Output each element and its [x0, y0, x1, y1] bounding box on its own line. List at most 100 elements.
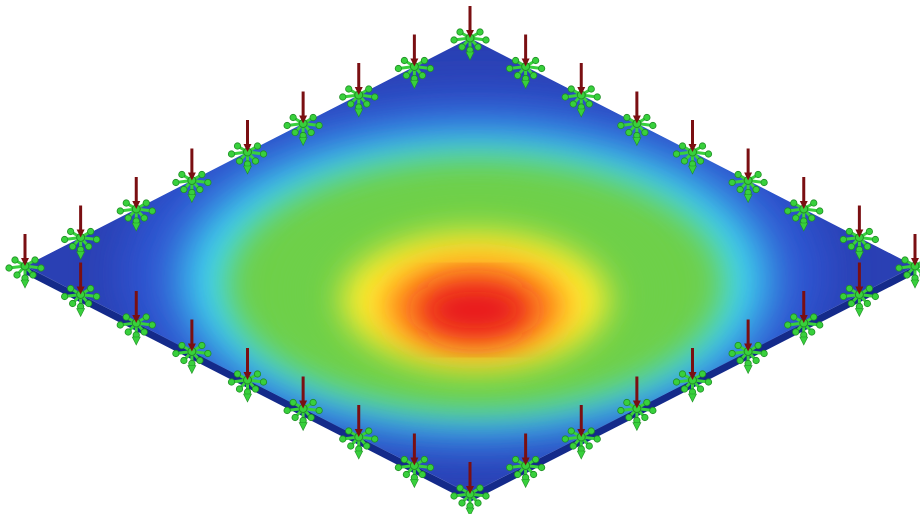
load-arrow: [299, 91, 308, 124]
constraint-node: [561, 435, 569, 443]
constraint-node: [259, 378, 268, 386]
constraint-node: [672, 150, 681, 158]
constraint-node: [482, 492, 490, 500]
constraint-node: [678, 142, 687, 150]
constraint-foot: [521, 80, 531, 90]
constraint-node: [736, 356, 744, 365]
constraint-node: [538, 463, 546, 472]
constraint-node: [476, 28, 484, 36]
load-arrow: [577, 63, 586, 95]
constraint-node: [283, 121, 291, 130]
constraint-foot: [743, 365, 753, 375]
constraint-node: [752, 185, 760, 194]
constraint-foot: [632, 422, 642, 432]
constraint-foot: [354, 450, 364, 460]
load-arrow-head: [577, 429, 586, 437]
load-arrow-head: [132, 201, 141, 209]
constraint-node: [792, 328, 800, 336]
constraint-glyph: [394, 455, 434, 489]
constraint-node: [85, 242, 93, 251]
constraint-node: [283, 406, 291, 415]
constraint-node: [402, 470, 410, 479]
load-arrow-head: [466, 30, 474, 38]
load-arrow: [243, 348, 252, 380]
constraint-node: [289, 113, 297, 122]
load-arrow: [911, 234, 919, 266]
load-arrow-head: [299, 115, 308, 124]
constraint-glyph: [672, 370, 713, 403]
constraint-glyph: [839, 284, 879, 318]
constraint-node: [567, 85, 575, 93]
constraint-node: [178, 170, 186, 179]
constraint-glyph: [728, 170, 768, 204]
load-arrow-head: [76, 229, 85, 238]
constraint-node: [172, 349, 180, 358]
load-arrow: [855, 262, 864, 295]
constraint-node: [61, 292, 69, 301]
load-arrow-head: [299, 400, 308, 409]
constraint-node: [623, 398, 631, 407]
constraint-node: [871, 292, 879, 301]
constraint-node: [426, 64, 434, 73]
constraint-foot: [632, 137, 642, 147]
constraint-node: [420, 56, 428, 65]
constraint-node: [532, 56, 540, 65]
constraint-glyph: [61, 284, 101, 318]
constraint-node: [895, 264, 903, 272]
constraint-node: [235, 157, 244, 165]
boundary-constraints: [5, 28, 920, 514]
constraint-node: [400, 455, 408, 464]
constraint-node: [180, 185, 188, 194]
constraint-glyph: [61, 227, 101, 261]
constraint-node: [784, 207, 792, 215]
constraint-glyph: [116, 313, 156, 346]
constraint-node: [585, 442, 593, 450]
load-arrow: [299, 376, 308, 409]
constraint-glyph: [227, 370, 268, 403]
constraint-node: [680, 157, 689, 165]
constraint-node: [458, 499, 466, 507]
constraint-node: [816, 321, 824, 329]
constraint-node: [418, 470, 426, 479]
constraint-node: [530, 470, 538, 479]
constraint-foot: [187, 365, 197, 375]
constraint-foot: [409, 80, 419, 90]
constraint-node: [863, 299, 871, 308]
constraint-foot: [910, 279, 920, 289]
constraint-node: [845, 227, 853, 236]
constraint-glyph: [728, 341, 768, 375]
load-arrow: [855, 205, 864, 238]
plate-top-contour: [25, 38, 915, 494]
constraint-node: [450, 492, 458, 500]
load-arrow: [410, 433, 419, 466]
constraint-node: [641, 413, 649, 422]
constraint-foot: [799, 222, 809, 232]
load-arrow: [76, 262, 85, 295]
constraint-node: [315, 121, 323, 130]
load-arrow-head: [466, 486, 474, 494]
constraint-foot: [521, 479, 531, 489]
load-arrow-head: [632, 400, 641, 409]
constraint-node: [365, 85, 373, 93]
load-arrow-head: [410, 457, 419, 466]
constraint-node: [122, 313, 130, 321]
load-arrow-head: [187, 343, 196, 352]
constraint-node: [903, 271, 911, 279]
constraint-node: [315, 406, 323, 415]
constraint-node: [617, 121, 625, 130]
constraint-glyph: [561, 427, 601, 460]
constraint-node: [698, 370, 707, 378]
constraint-foot: [799, 336, 809, 346]
load-arrow: [76, 205, 85, 238]
load-arrow: [354, 405, 363, 437]
constraint-foot: [465, 507, 475, 514]
constraint-node: [400, 56, 408, 65]
constraint-node: [253, 142, 262, 150]
load-arrow-head: [243, 144, 252, 152]
constraint-node: [617, 406, 625, 415]
constraint-node: [116, 207, 124, 215]
constraint-node: [808, 328, 816, 336]
load-arrow: [688, 348, 697, 380]
constraint-foot: [576, 450, 586, 460]
